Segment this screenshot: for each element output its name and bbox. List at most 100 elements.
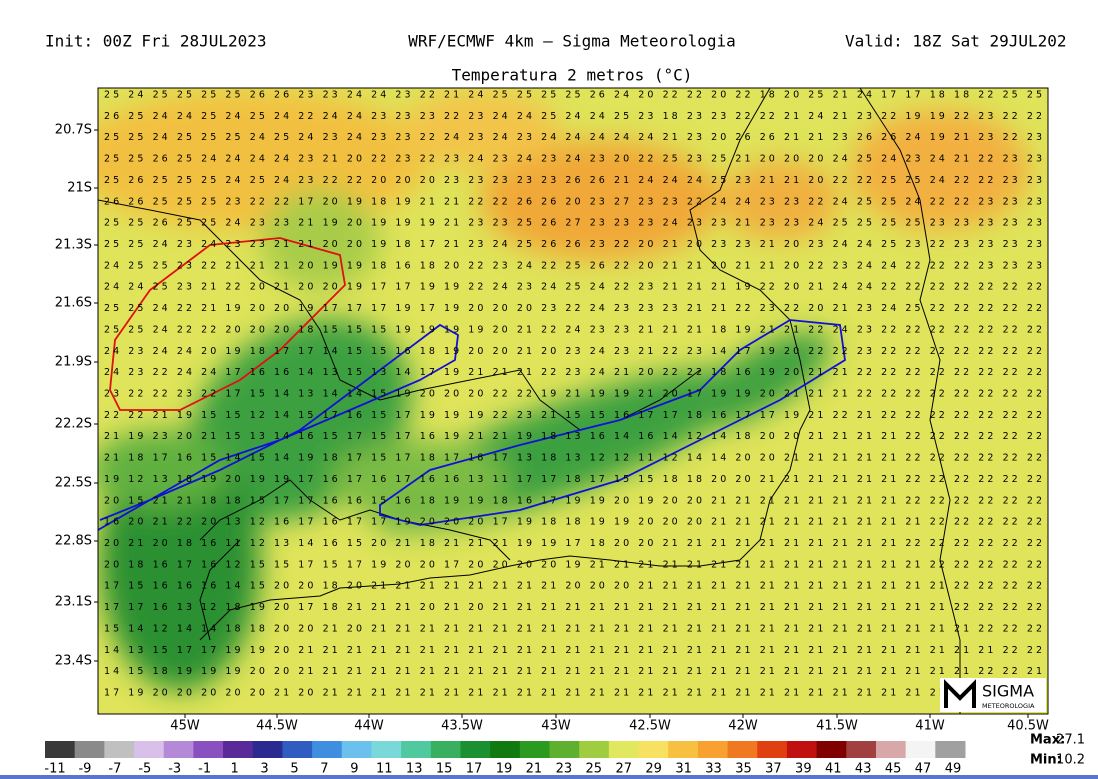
colorbar-label: 25 [586,762,603,777]
lat-label: 23.1S [55,595,92,610]
colorbar-swatch [45,741,76,758]
lon-label: 44.5W [256,719,298,734]
lat-label: 22.8S [55,534,92,549]
colorbar-label: 23 [556,762,573,777]
colorbar-swatch [282,741,313,758]
lon-label: 43.5W [441,719,483,734]
colorbar-label: -3 [168,762,181,777]
colorbar-swatch [490,741,521,758]
contour-blue [379,319,846,526]
colorbar-label: 49 [945,762,962,777]
colorbar-swatch [341,741,372,758]
min-label: Min: [1030,753,1062,768]
colorbar-swatch [697,741,729,758]
colorbar-swatch [549,741,580,758]
lat-label: 22.5S [55,476,92,491]
colorbar-label: 7 [320,762,328,777]
logo-mark [944,679,976,708]
map-frame [97,87,1049,715]
lat-label: 21.6S [55,296,92,311]
colorbar-label: 35 [735,762,752,777]
colorbar-swatch [430,741,461,758]
colorbar-label: -5 [138,762,151,777]
lat-label: 21.9S [55,355,92,370]
colorbar-label: 37 [765,762,782,777]
contour-blue [98,323,459,531]
lat-label: 21.3S [55,238,92,253]
temperature-field: 25 24 25 25 25 25 26 26 23 23 24 24 23 2… [98,88,1048,714]
colorbar-label: 33 [705,762,722,777]
logo-text: SIGMA [982,682,1034,701]
max-value: 27.1 [1056,733,1085,748]
colorbar-swatch [727,741,758,758]
colorbar-swatch [193,741,224,758]
colorbar-label: 31 [675,762,692,777]
colorbar-swatch [74,741,105,758]
lat-label: 23.4S [55,654,92,669]
colorbar-label: 47 [915,762,932,777]
min-value: 10.2 [1056,753,1085,768]
max-label: Max: [1030,733,1065,748]
lon-label: 44W [354,719,384,734]
colorbar-swatch [757,741,788,758]
colorbar-swatch [579,741,610,758]
colorbar-label: 41 [825,762,842,777]
colorbar-swatch [163,741,194,758]
lon-label: 45W [170,719,200,734]
logo: SIGMA METEOROLOGIA [940,678,1046,712]
colorbar-label: -9 [78,762,91,777]
colorbar-swatch [905,741,936,758]
colorbar-label: -11 [44,762,65,777]
colorbar-swatch [460,741,491,758]
colorbar-label: 43 [855,762,872,777]
colorbar-swatch [312,741,343,758]
lon-label: 42W [728,719,758,734]
colorbar-swatch [608,741,640,758]
colorbar-label: 17 [466,762,483,777]
axes: 20.7S 21S 21.3S 21.6S 21.9S 22.2S 22.5S 22.8S 23… [55,123,1049,734]
colorbar-swatch [104,741,135,758]
colorbar: -11 -9 -7 -5 -3 -1 1 3 5 7 9 11 13 15 17 19 21 23 25 27 29 31… [44,741,966,777]
colorbar-swatch [519,741,551,758]
map-title: Temperatura 2 metros (°C) [452,66,693,85]
lon-label: 40.5W [1007,719,1049,734]
model-name: WRF/ECMWF 4km – Sigma Meteorologia [408,32,736,51]
colorbar-swatch [935,741,966,758]
colorbar-swatch [638,741,669,758]
colorbar-label: 15 [436,762,453,777]
init-time: Init: 00Z Fri 28JUL2023 [45,32,267,51]
lon-label: 43W [541,719,571,734]
colorbar-label: 39 [795,762,812,777]
lat-label: 20.7S [55,123,92,138]
field-shading [98,90,1030,690]
colorbar-swatch [371,741,402,758]
colorbar-label: 11 [376,762,393,777]
window-edge [0,775,1098,779]
colorbar-swatch [134,741,165,758]
colorbar-label: 1 [230,762,238,777]
colorbar-swatch [252,741,283,758]
lat-label: 21S [67,181,92,196]
colorbar-label: -1 [198,762,211,777]
colorbar-label: 19 [496,762,513,777]
colorbar-swatch [846,741,877,758]
colorbar-swatch [786,741,818,758]
colorbar-label: 9 [350,762,358,777]
lat-label: 22.2S [55,417,92,432]
colorbar-swatch [401,741,432,758]
lon-label: 42.5W [629,719,671,734]
colorbar-swatch [816,741,847,758]
lon-label: 41W [915,719,945,734]
colorbar-label: 3 [260,762,268,777]
lon-label: 41.5W [816,719,858,734]
colorbar-label: 13 [406,762,423,777]
colorbar-swatch [875,741,907,758]
colorbar-label: -7 [108,762,121,777]
colorbar-label: 27 [615,762,632,777]
valid-time: Valid: 18Z Sat 29JUL202 [845,32,1067,51]
colorbar-label: 45 [885,762,902,777]
colorbar-label: 21 [526,762,543,777]
logo-subtext: METEOROLOGIA [982,702,1035,710]
colorbar-swatch [668,741,699,758]
